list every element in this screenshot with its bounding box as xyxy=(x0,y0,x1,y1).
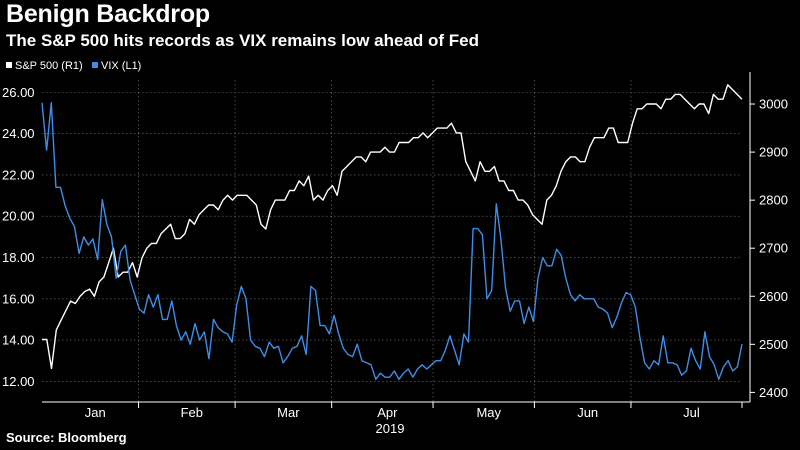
right-tick-label: 2800 xyxy=(759,193,788,208)
grid-lines xyxy=(42,80,742,402)
left-tick-label: 20.00 xyxy=(2,209,35,224)
series-lines xyxy=(41,84,743,380)
right-tick-label: 2600 xyxy=(759,289,788,304)
axes: 12.00 14.00 16.00 18.00 20.00 22.00 24.00 26.00… xyxy=(2,72,788,436)
source-note: Source: Bloomberg xyxy=(6,430,127,445)
left-tick-label: 14.00 xyxy=(2,333,35,348)
x-axis-label: 2019 xyxy=(376,421,405,436)
left-tick-label: 22.00 xyxy=(2,167,35,182)
vix-line xyxy=(41,101,743,380)
x-month-label: Jun xyxy=(577,405,598,420)
chart-title: Benign Backdrop xyxy=(6,0,210,28)
left-tick-label: 24.00 xyxy=(2,126,35,141)
x-month-label: Apr xyxy=(377,405,398,420)
left-tick-label: 16.00 xyxy=(2,291,35,306)
right-tick-label: 2400 xyxy=(759,385,788,400)
right-tick-label: 2900 xyxy=(759,145,788,160)
legend-swatch-vix xyxy=(92,62,98,68)
x-month-label: Feb xyxy=(181,405,203,420)
left-tick-label: 26.00 xyxy=(2,85,35,100)
spx-line xyxy=(42,84,743,370)
right-tick-label: 3000 xyxy=(759,97,788,112)
legend-swatch-spx xyxy=(6,62,12,68)
legend-label-vix: VIX (L1) xyxy=(101,60,141,72)
x-month-label: Jul xyxy=(683,405,700,420)
left-tick-label: 18.00 xyxy=(2,250,35,265)
x-month-label: Jan xyxy=(85,405,106,420)
left-tick-label: 12.00 xyxy=(2,374,35,389)
right-tick-label: 2500 xyxy=(759,337,788,352)
x-month-label: Mar xyxy=(277,405,300,420)
legend: S&P 500 (R1) VIX (L1) xyxy=(6,60,141,72)
legend-label-spx: S&P 500 (R1) xyxy=(15,60,83,72)
right-tick-label: 2700 xyxy=(759,241,788,256)
x-month-label: May xyxy=(476,405,501,420)
chart-subtitle: The S&P 500 hits records as VIX remains … xyxy=(6,31,480,50)
